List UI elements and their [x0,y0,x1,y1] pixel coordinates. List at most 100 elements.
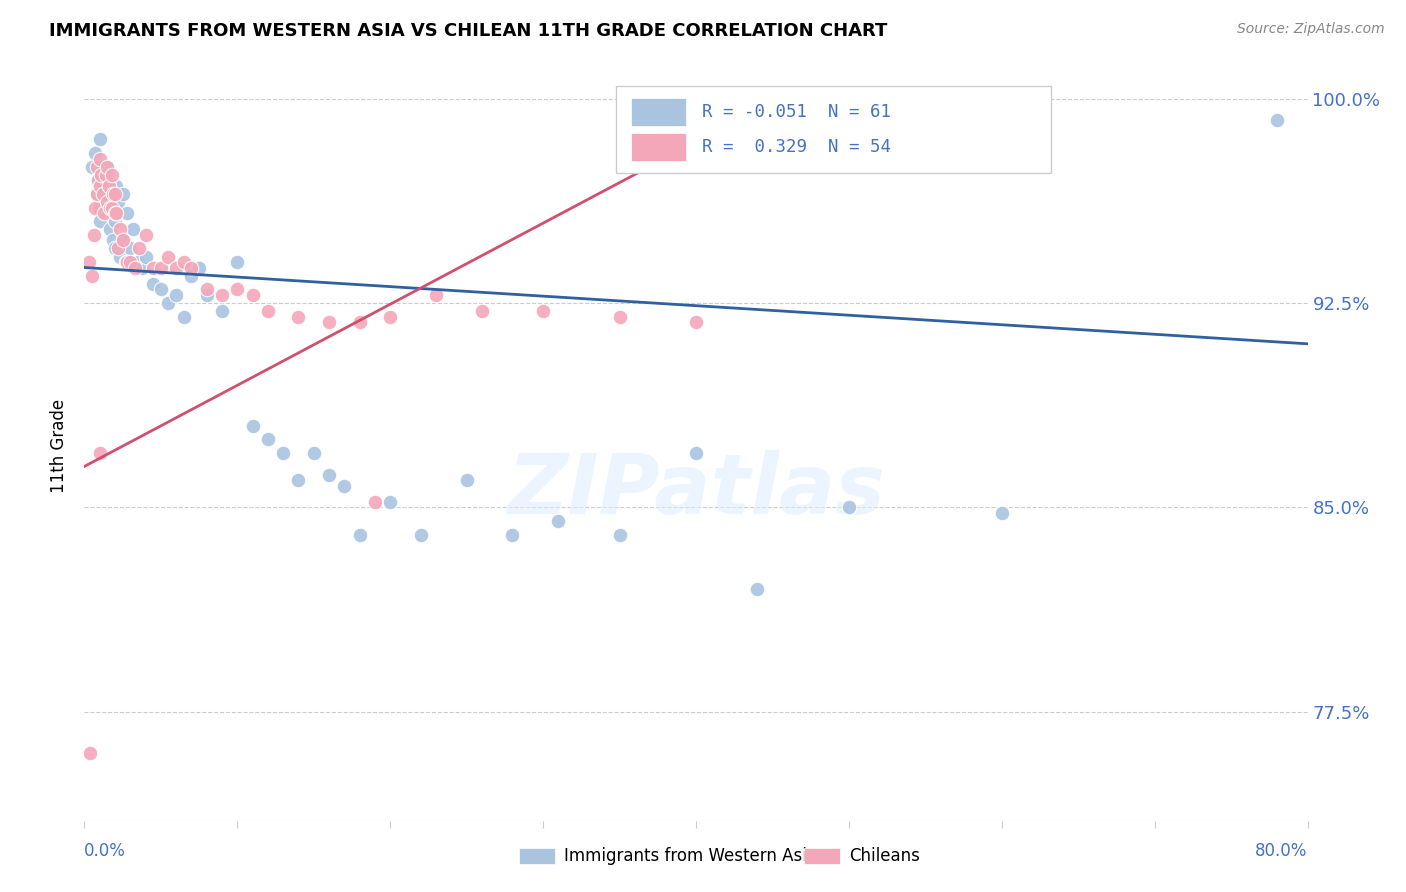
Point [104,206,127,220]
Point [101,168,124,182]
Point [103,186,125,201]
Point [77,255,100,269]
Point [547,514,569,528]
Point [96,195,118,210]
Point [165,287,187,301]
Point [84,146,107,161]
Text: R = -0.051  N = 61: R = -0.051 N = 61 [702,103,891,120]
Point [531,304,554,318]
Text: Immigrants from Western Asia: Immigrants from Western Asia [564,847,817,865]
Point [111,233,134,247]
Point [302,446,325,460]
Point [142,277,165,291]
Point [104,186,127,201]
Point [84,201,107,215]
Point [120,242,142,256]
Point [173,255,195,269]
Point [89,152,111,166]
Point [195,287,218,301]
Point [111,233,134,247]
Point [87,173,110,187]
Point [211,287,233,301]
Point [838,500,860,515]
Point [86,160,108,174]
Point [79,746,101,760]
Text: IMMIGRANTS FROM WESTERN ASIA VS CHILEAN 11TH GRADE CORRELATION CHART: IMMIGRANTS FROM WESTERN ASIA VS CHILEAN … [49,22,887,40]
Point [173,310,195,324]
Point [1265,113,1288,128]
Point [257,304,280,318]
Point [409,527,432,541]
Point [349,527,371,541]
Point [80,268,103,283]
Point [111,186,134,201]
Point [105,178,128,193]
Point [103,233,125,247]
Point [456,473,478,487]
Point [115,206,138,220]
Point [333,478,356,492]
Point [94,201,117,215]
Point [425,287,447,301]
Point [98,222,121,236]
Point [157,250,180,264]
Point [287,310,309,324]
Point [287,473,309,487]
Text: Source: ZipAtlas.com: Source: ZipAtlas.com [1237,22,1385,37]
Text: R =  0.329  N = 54: R = 0.329 N = 54 [702,138,891,156]
FancyBboxPatch shape [804,847,841,864]
Y-axis label: 11th Grade: 11th Grade [51,399,69,493]
Point [120,255,142,269]
Point [609,310,631,324]
Point [747,582,769,596]
Point [101,206,124,220]
Point [94,168,117,182]
Point [104,214,127,228]
Point [135,250,157,264]
Point [609,527,631,541]
Point [107,206,129,220]
Point [149,282,172,296]
Point [105,206,128,220]
Point [349,315,371,329]
Point [93,206,115,220]
Point [380,495,402,509]
Point [89,214,111,228]
Point [380,310,402,324]
FancyBboxPatch shape [631,133,686,161]
Point [226,255,249,269]
FancyBboxPatch shape [519,847,555,864]
Point [89,446,111,460]
Point [318,315,340,329]
Point [142,260,165,275]
Point [271,446,294,460]
Text: 80.0%: 80.0% [1256,842,1308,861]
Point [96,160,118,174]
Point [107,195,129,210]
Point [502,527,524,541]
Point [131,260,153,275]
Point [180,268,202,283]
Point [211,304,233,318]
Point [101,201,124,215]
Point [226,282,249,296]
Point [128,242,150,256]
Point [242,418,264,433]
Point [991,506,1014,520]
Point [115,255,138,269]
Point [91,173,114,187]
Point [685,446,707,460]
FancyBboxPatch shape [616,87,1050,172]
Point [135,227,157,242]
Point [165,260,187,275]
Point [318,467,340,482]
Point [86,186,108,201]
Point [97,178,120,193]
Point [108,222,131,236]
Point [180,260,202,275]
Point [89,178,111,193]
Point [685,315,707,329]
Point [195,282,218,296]
Point [98,201,121,215]
Point [127,255,149,269]
